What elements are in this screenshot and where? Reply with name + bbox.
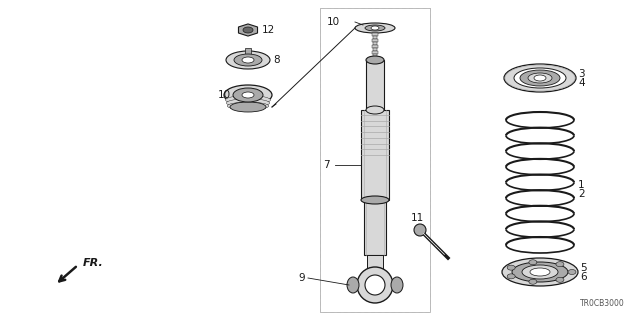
Ellipse shape (365, 25, 385, 31)
Bar (372, 39, 378, 42)
Text: FR.: FR. (83, 258, 104, 268)
Bar (372, 33, 378, 36)
Text: 4: 4 (578, 78, 584, 88)
Ellipse shape (507, 265, 515, 270)
Text: 9: 9 (298, 273, 305, 283)
Bar (366, 60, 384, 110)
Ellipse shape (529, 260, 537, 265)
Ellipse shape (227, 102, 269, 110)
Ellipse shape (512, 262, 568, 282)
Bar (364, 200, 386, 255)
Ellipse shape (556, 277, 564, 282)
Bar (320, 8, 430, 312)
Ellipse shape (507, 274, 515, 279)
Polygon shape (239, 24, 257, 36)
Ellipse shape (365, 275, 385, 295)
Text: 7: 7 (323, 160, 330, 170)
Text: 12: 12 (262, 25, 275, 35)
Ellipse shape (242, 57, 254, 63)
Ellipse shape (366, 56, 384, 64)
Bar (373, 54, 377, 57)
Bar (245, 48, 251, 54)
Ellipse shape (522, 265, 558, 279)
Ellipse shape (534, 75, 546, 81)
Ellipse shape (357, 267, 393, 303)
Ellipse shape (504, 64, 576, 92)
Text: TR0CB3000: TR0CB3000 (580, 299, 625, 308)
Bar (373, 48, 377, 51)
Ellipse shape (514, 68, 566, 88)
Ellipse shape (361, 196, 389, 204)
Bar (361, 110, 389, 200)
Ellipse shape (243, 27, 253, 33)
Text: 10: 10 (218, 90, 231, 100)
Ellipse shape (556, 262, 564, 267)
Bar (367, 255, 383, 275)
Ellipse shape (520, 70, 560, 86)
Bar (372, 45, 378, 48)
Text: 5: 5 (580, 263, 587, 273)
Ellipse shape (568, 269, 576, 275)
Text: 3: 3 (578, 69, 584, 79)
Ellipse shape (529, 279, 537, 284)
Ellipse shape (366, 106, 384, 114)
Ellipse shape (227, 99, 269, 107)
Bar (372, 57, 378, 60)
Text: 8: 8 (273, 55, 280, 65)
Text: 6: 6 (580, 272, 587, 282)
Bar (372, 51, 378, 54)
Bar (373, 36, 377, 39)
Ellipse shape (225, 95, 271, 105)
Ellipse shape (233, 88, 263, 102)
Bar (373, 60, 377, 63)
Ellipse shape (355, 23, 395, 33)
Ellipse shape (530, 268, 550, 276)
Text: 11: 11 (410, 213, 424, 223)
Ellipse shape (226, 51, 270, 69)
Ellipse shape (414, 224, 426, 236)
Ellipse shape (502, 258, 578, 286)
Ellipse shape (242, 92, 254, 98)
Ellipse shape (371, 26, 379, 30)
Ellipse shape (347, 277, 359, 293)
Ellipse shape (224, 85, 272, 105)
Ellipse shape (230, 102, 266, 112)
Bar (320, 8, 430, 312)
Ellipse shape (391, 277, 403, 293)
Text: 10: 10 (327, 17, 340, 27)
Text: 2: 2 (578, 189, 584, 199)
Ellipse shape (528, 73, 552, 83)
Bar (373, 42, 377, 45)
Text: 1: 1 (578, 180, 584, 190)
Ellipse shape (234, 54, 262, 66)
